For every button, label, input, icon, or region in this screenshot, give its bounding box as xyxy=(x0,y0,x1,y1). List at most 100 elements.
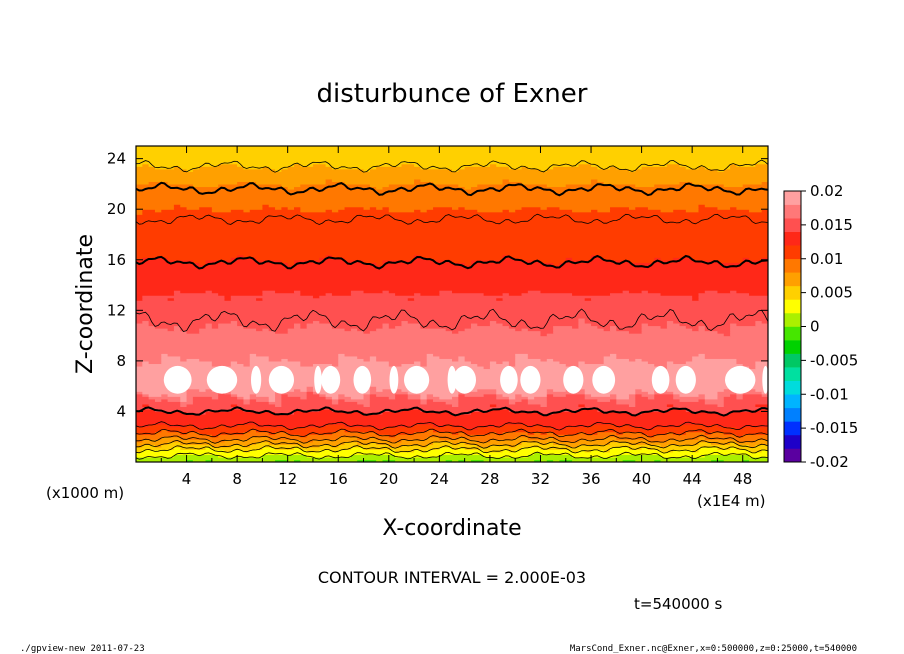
color-band-cell xyxy=(256,297,263,301)
color-band-cell xyxy=(136,161,768,165)
color-band-cell xyxy=(136,398,156,402)
color-band-cell xyxy=(426,353,434,357)
color-band-cell xyxy=(136,305,768,309)
color-band-cell xyxy=(281,393,289,397)
colorbar-tick-label: -0.005 xyxy=(810,351,858,369)
color-band-cell xyxy=(211,206,263,210)
colorbar-swatch xyxy=(784,448,801,463)
color-band-cell xyxy=(136,355,162,359)
color-band-cell xyxy=(136,411,188,415)
color-band-cell xyxy=(237,403,276,407)
color-band-cell xyxy=(142,209,156,213)
color-band-cell xyxy=(673,209,687,213)
color-band-cell xyxy=(192,401,245,405)
color-band-cell xyxy=(717,393,731,397)
color-band-cell xyxy=(761,209,768,213)
color-band-cell xyxy=(136,340,768,344)
color-band-cell xyxy=(237,424,257,428)
color-band-cell xyxy=(666,431,674,435)
color-band-cell xyxy=(218,322,238,327)
color-band-cell xyxy=(603,181,681,185)
color-band-cell xyxy=(470,325,510,329)
color-band-cell xyxy=(363,259,384,263)
color-band-cell xyxy=(534,424,542,428)
color-band-cell xyxy=(508,449,516,453)
color-band-cell xyxy=(325,209,333,213)
color-band-cell xyxy=(186,388,200,392)
color-band-cell xyxy=(578,363,655,367)
color-band-cell xyxy=(584,317,768,322)
color-band-cell xyxy=(268,328,289,332)
color-band-cell xyxy=(136,441,169,445)
color-band-cell xyxy=(464,358,516,362)
color-band-cell xyxy=(325,181,346,185)
color-band-cell xyxy=(426,396,440,400)
color-band-cell xyxy=(641,322,649,327)
color-band-cell xyxy=(344,424,415,428)
color-band-cell xyxy=(521,446,542,450)
color-band-cell xyxy=(742,393,763,397)
color-band-cell xyxy=(287,206,295,210)
color-band-cell xyxy=(136,277,768,281)
color-band-cell xyxy=(136,257,143,261)
color-band-cell xyxy=(704,166,731,170)
color-band-cell xyxy=(553,393,567,397)
color-band-cell xyxy=(136,196,768,200)
color-band-cell xyxy=(161,360,213,365)
color-band-cell xyxy=(654,393,674,397)
max-value-patch xyxy=(268,365,294,394)
color-band-cell xyxy=(249,360,301,365)
color-band-cell xyxy=(736,426,744,430)
color-band-cell xyxy=(136,393,143,397)
color-band-cell xyxy=(666,365,750,370)
color-band-cell xyxy=(224,295,232,299)
color-band-cell xyxy=(180,204,263,208)
color-band-cell xyxy=(553,426,567,430)
color-band-cell xyxy=(142,211,768,215)
color-band-cell xyxy=(249,393,257,397)
color-band-cell xyxy=(666,360,674,365)
plot-frame xyxy=(135,145,769,463)
color-band-cell xyxy=(256,353,339,357)
color-band-cell xyxy=(249,429,257,433)
color-band-cell xyxy=(591,178,598,182)
color-band-cell xyxy=(237,360,251,365)
color-band-cell xyxy=(136,191,768,195)
colorbar-tick-label: 0 xyxy=(810,318,820,336)
color-band-cell xyxy=(666,322,681,327)
colorbar-swatch xyxy=(784,245,801,260)
color-band-cell xyxy=(591,393,611,397)
color-band-cell xyxy=(660,444,668,448)
color-band-cell xyxy=(559,360,579,365)
color-band-cell xyxy=(711,431,725,435)
color-band-cell xyxy=(489,320,497,324)
color-band-cell xyxy=(136,259,194,263)
color-band-cell xyxy=(414,178,421,182)
color-band-cell xyxy=(527,328,554,332)
color-band-cell xyxy=(711,441,731,445)
color-band-cell xyxy=(420,449,428,453)
color-band-cell xyxy=(338,449,396,453)
color-band-cell xyxy=(136,168,188,172)
color-band-cell xyxy=(136,146,768,150)
color-band-cell xyxy=(736,446,768,450)
color-band-cell xyxy=(584,391,636,395)
color-band-cell xyxy=(496,396,510,400)
color-band-cell xyxy=(730,441,737,445)
color-band-cell xyxy=(736,434,744,438)
color-band-cell xyxy=(458,441,466,445)
color-band-cell xyxy=(508,398,523,402)
color-band-cell xyxy=(363,330,371,334)
color-band-cell xyxy=(376,355,428,359)
color-band-cell xyxy=(338,401,358,405)
color-band-cell xyxy=(420,178,504,182)
color-band-cell xyxy=(426,436,440,440)
color-band-cell xyxy=(458,398,510,402)
max-value-patch xyxy=(592,365,616,394)
color-band-cell xyxy=(628,403,636,407)
color-band-cell xyxy=(262,292,301,296)
color-band-cell xyxy=(369,168,453,172)
color-band-cell xyxy=(673,393,681,397)
color-band-cell xyxy=(136,188,768,193)
max-value-patch xyxy=(321,365,341,394)
